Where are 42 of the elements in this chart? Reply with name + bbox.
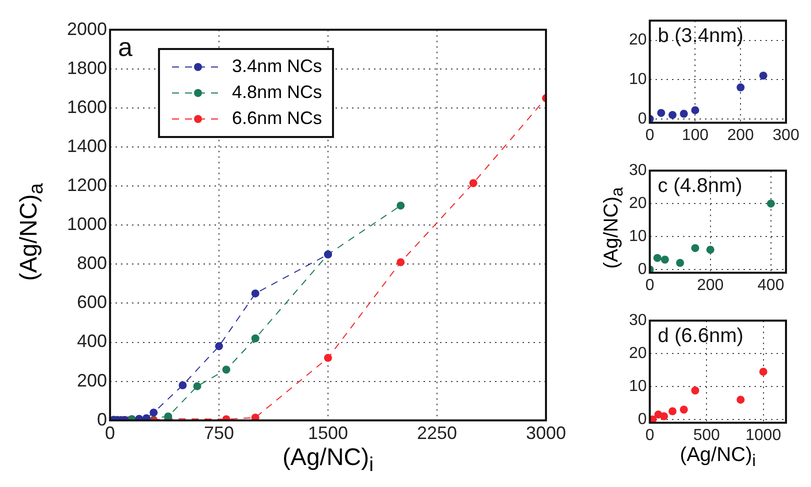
legend-label: 3.4nm NCs: [232, 56, 322, 78]
annotation: d (6.6nm): [658, 325, 744, 348]
y-tick-label: 20: [629, 344, 647, 362]
x-tick-label: 200: [696, 276, 724, 294]
legend-label: 6.6nm NCs: [232, 108, 322, 130]
y-tick-label: 400: [76, 331, 108, 352]
x-tick-label: 500: [693, 426, 720, 444]
y-tick-label: 0: [638, 110, 647, 128]
x-axis-title: (Ag/NC)$_{i}$: [282, 444, 374, 477]
legend-label: 4.8nm NCs: [232, 82, 322, 104]
y-tick-label: 30: [629, 162, 647, 180]
x-axis-title: (Ag/NC)$_{i}$: [680, 444, 756, 471]
y-tick-label: 0: [638, 410, 647, 428]
x-tick-label: 1500: [308, 423, 348, 444]
x-tick-label: 100: [682, 126, 709, 144]
x-tick-label: 3000: [526, 423, 566, 444]
x-tick-label: 400: [758, 276, 784, 294]
x-tick-label: 1000: [746, 426, 782, 444]
annotation: b (3.4nm): [658, 25, 744, 48]
x-tick-label: 750: [204, 423, 234, 444]
y-tick-label: 1000: [66, 214, 108, 234]
y-tick-label: 20: [629, 32, 647, 49]
x-tick-label: 300: [772, 126, 800, 144]
y-tick-label: 1200: [66, 175, 108, 196]
y-tick-label: 2000: [66, 18, 108, 39]
x-tick-label: 200: [727, 126, 754, 144]
y-tick-label: 800: [76, 253, 108, 274]
y-tick-label: 10: [629, 228, 647, 245]
y-tick-label: 0: [97, 409, 108, 430]
y-tick-label: 30: [629, 312, 647, 330]
y-tick-label: 600: [76, 292, 108, 312]
x-tick-label: 2250: [416, 423, 458, 444]
annotation: c (4.8nm): [658, 175, 742, 198]
y-tick-label: 1600: [66, 96, 108, 117]
y-tick-label: 10: [629, 378, 647, 395]
y-tick-label: 1400: [66, 136, 108, 156]
y-tick-label: 0: [638, 260, 647, 278]
y-tick-label: 200: [76, 370, 108, 390]
y-tick-label: 10: [629, 70, 647, 88]
annotation: a: [118, 32, 134, 62]
y-tick-label: 20: [629, 194, 647, 212]
y-tick-label: 1800: [66, 58, 108, 78]
